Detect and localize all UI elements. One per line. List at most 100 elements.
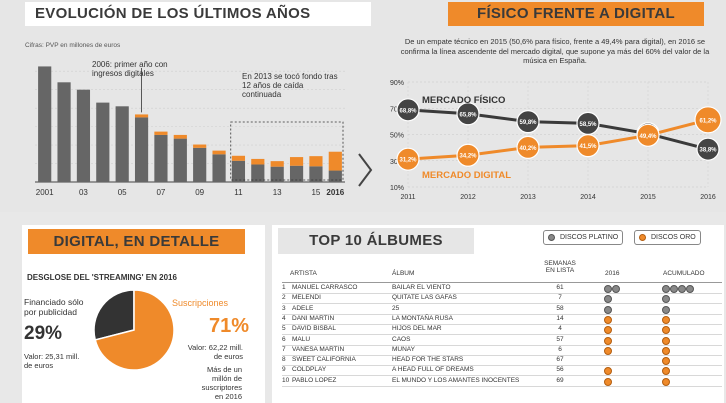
bar-digital: [270, 161, 284, 167]
x-tick-label: 15: [311, 188, 320, 197]
line-fisico: [407, 108, 709, 151]
table-row: 1 MANUEL CARRASCO BAILAR EL VIENTO 61: [282, 283, 722, 294]
point-label: 34,2%: [459, 154, 477, 160]
marker: [694, 106, 722, 134]
subs-note: Más de un millón de suscriptores en 2016: [201, 365, 242, 401]
platino-dot-icon: [604, 305, 612, 314]
oro-dot-icon: [662, 326, 670, 335]
platino-dot-icon: [612, 285, 620, 293]
table-row: 9 COLDPLAY A HEAD FULL OF DREAMS 56: [282, 365, 722, 377]
ads-label: Financiado sólo por publicidad: [24, 297, 84, 317]
bar-digital: [289, 157, 304, 166]
bar-fisico: [134, 117, 149, 182]
cell-album: A HEAD FULL OF DREAMS: [392, 366, 474, 374]
bar-fisico: [76, 89, 91, 182]
cell-artist: SWEET CALIFORNIA: [292, 356, 356, 364]
evolucion-title: EVOLUCIÓN DE LOS ÚLTIMOS AÑOS: [25, 2, 371, 26]
cell-artist: PABLO LOPEZ: [292, 376, 337, 384]
platino-dot-icon: [678, 285, 686, 293]
col-artista: ARTISTA: [290, 270, 317, 277]
y-tick-label: 90%: [390, 80, 404, 87]
top10-title: TOP 10 ÁLBUMES: [278, 228, 474, 254]
cell-album: BAILAR EL VIENTO: [392, 284, 451, 291]
marker: [396, 98, 420, 122]
table-row: 4 DANI MARTIN LA MONTAÑA RUSA 14: [282, 314, 722, 325]
oro-dot-icon: [604, 377, 612, 386]
line-chart: 10%30%50%70%90%2011201220132014201520166…: [390, 80, 722, 201]
point-digital: 49,4%: [636, 123, 660, 147]
marker: [696, 137, 720, 161]
cell-artist: MELENDI: [292, 294, 321, 302]
cell-rank: 9: [282, 366, 286, 374]
point-label: 31,2%: [399, 158, 417, 164]
x-tick-label: 2016: [326, 188, 344, 197]
bar-digital: [251, 158, 265, 165]
cell-rank: 8: [282, 356, 286, 364]
bar-fisico: [270, 166, 284, 182]
oro-dot-icon: [639, 234, 646, 241]
marker: [456, 102, 480, 126]
platino-dot-icon: [686, 285, 694, 293]
label-digital: MERCADO DIGITAL: [422, 170, 511, 181]
y-tick-label: 50%: [390, 133, 404, 140]
table-row: 6 MALU CAOS 57: [282, 335, 722, 346]
cell-weeks: 57: [556, 335, 564, 343]
y-tick-label: 10%: [390, 185, 404, 192]
table-header: ARTISTA ÁLBUM SEMANAS EN LISTA 2016 ACUM…: [282, 258, 722, 283]
bar-fisico: [57, 82, 71, 182]
bar-digital: [173, 134, 187, 139]
evolucion-subtitle: Cifras: PVP en millones de euros: [25, 42, 121, 49]
oro-dot-icon: [662, 357, 670, 366]
label-fisico: MERCADO FÍSICO: [422, 95, 505, 106]
bar-fisico: [38, 66, 52, 182]
legend-platino-label: DISCOS PLATINO: [560, 234, 619, 241]
legend-oro-label: DISCOS ORO: [651, 234, 696, 241]
point-digital: 34,2%: [456, 143, 480, 167]
table-row: 10 PABLO LOPEZ EL MUNDO Y LOS AMANTES INOC…: [282, 376, 722, 387]
subs-label: Suscripciones: [172, 298, 229, 308]
cell-rank: 4: [282, 314, 286, 322]
cell-artist: MANUEL CARRASCO: [292, 284, 358, 291]
oro-dot-icon: [662, 367, 670, 376]
cell-rank: 1: [282, 284, 286, 291]
point-label: 65,8%: [459, 112, 477, 118]
point-digital: 31,2%: [396, 147, 420, 171]
platino-dot-icon: [670, 285, 678, 293]
table-row: 7 VANESA MARTIN MUNAY 6: [282, 345, 722, 356]
subs-pct: 71%: [209, 315, 250, 337]
bar-fisico: [309, 166, 323, 182]
bar-fisico: [173, 138, 187, 182]
cell-album: HEAD FOR THE STARS: [392, 356, 464, 364]
x-tick-label: 11: [234, 188, 243, 197]
bar-fisico: [96, 102, 110, 182]
point-fisico: 58,5%: [576, 111, 600, 135]
bar-digital: [309, 156, 323, 167]
arrow-icon: [358, 153, 373, 187]
x-tick-label: 2014: [580, 194, 596, 201]
cell-weeks: 56: [556, 366, 564, 374]
x-tick-label: 05: [118, 188, 127, 197]
col-album: ÁLBUM: [392, 270, 415, 277]
pie-slice-publicidad: [93, 289, 135, 341]
cell-weeks: 67: [556, 356, 564, 364]
platino-dot-icon: [604, 285, 612, 293]
cell-artist: COLDPLAY: [292, 366, 327, 374]
pie-slice-suscripciones: [94, 289, 175, 371]
cell-weeks: 61: [556, 284, 564, 291]
bar-digital: [134, 114, 149, 118]
line-digital: [407, 118, 709, 161]
table-row: 8 SWEET CALIFORNIA HEAD FOR THE STARS 67: [282, 355, 722, 367]
point-label: 58,5%: [579, 122, 597, 128]
fisico-title: FÍSICO FRENTE A DIGITAL: [448, 2, 704, 26]
cell-weeks: 14: [556, 314, 564, 322]
x-tick-label: 2011: [400, 194, 415, 201]
cell-rank: 7: [282, 345, 286, 353]
cell-album: EL MUNDO Y LOS AMANTES INOCENTES: [392, 376, 520, 384]
marker: [396, 147, 420, 171]
cell-artist: VANESA MARTIN: [292, 345, 345, 353]
marker: [636, 123, 660, 147]
point-fisico: 68,8%: [396, 98, 420, 122]
x-tick-label: 03: [79, 188, 88, 197]
oro-dot-icon: [604, 315, 612, 324]
bar-fisico: [328, 170, 342, 182]
